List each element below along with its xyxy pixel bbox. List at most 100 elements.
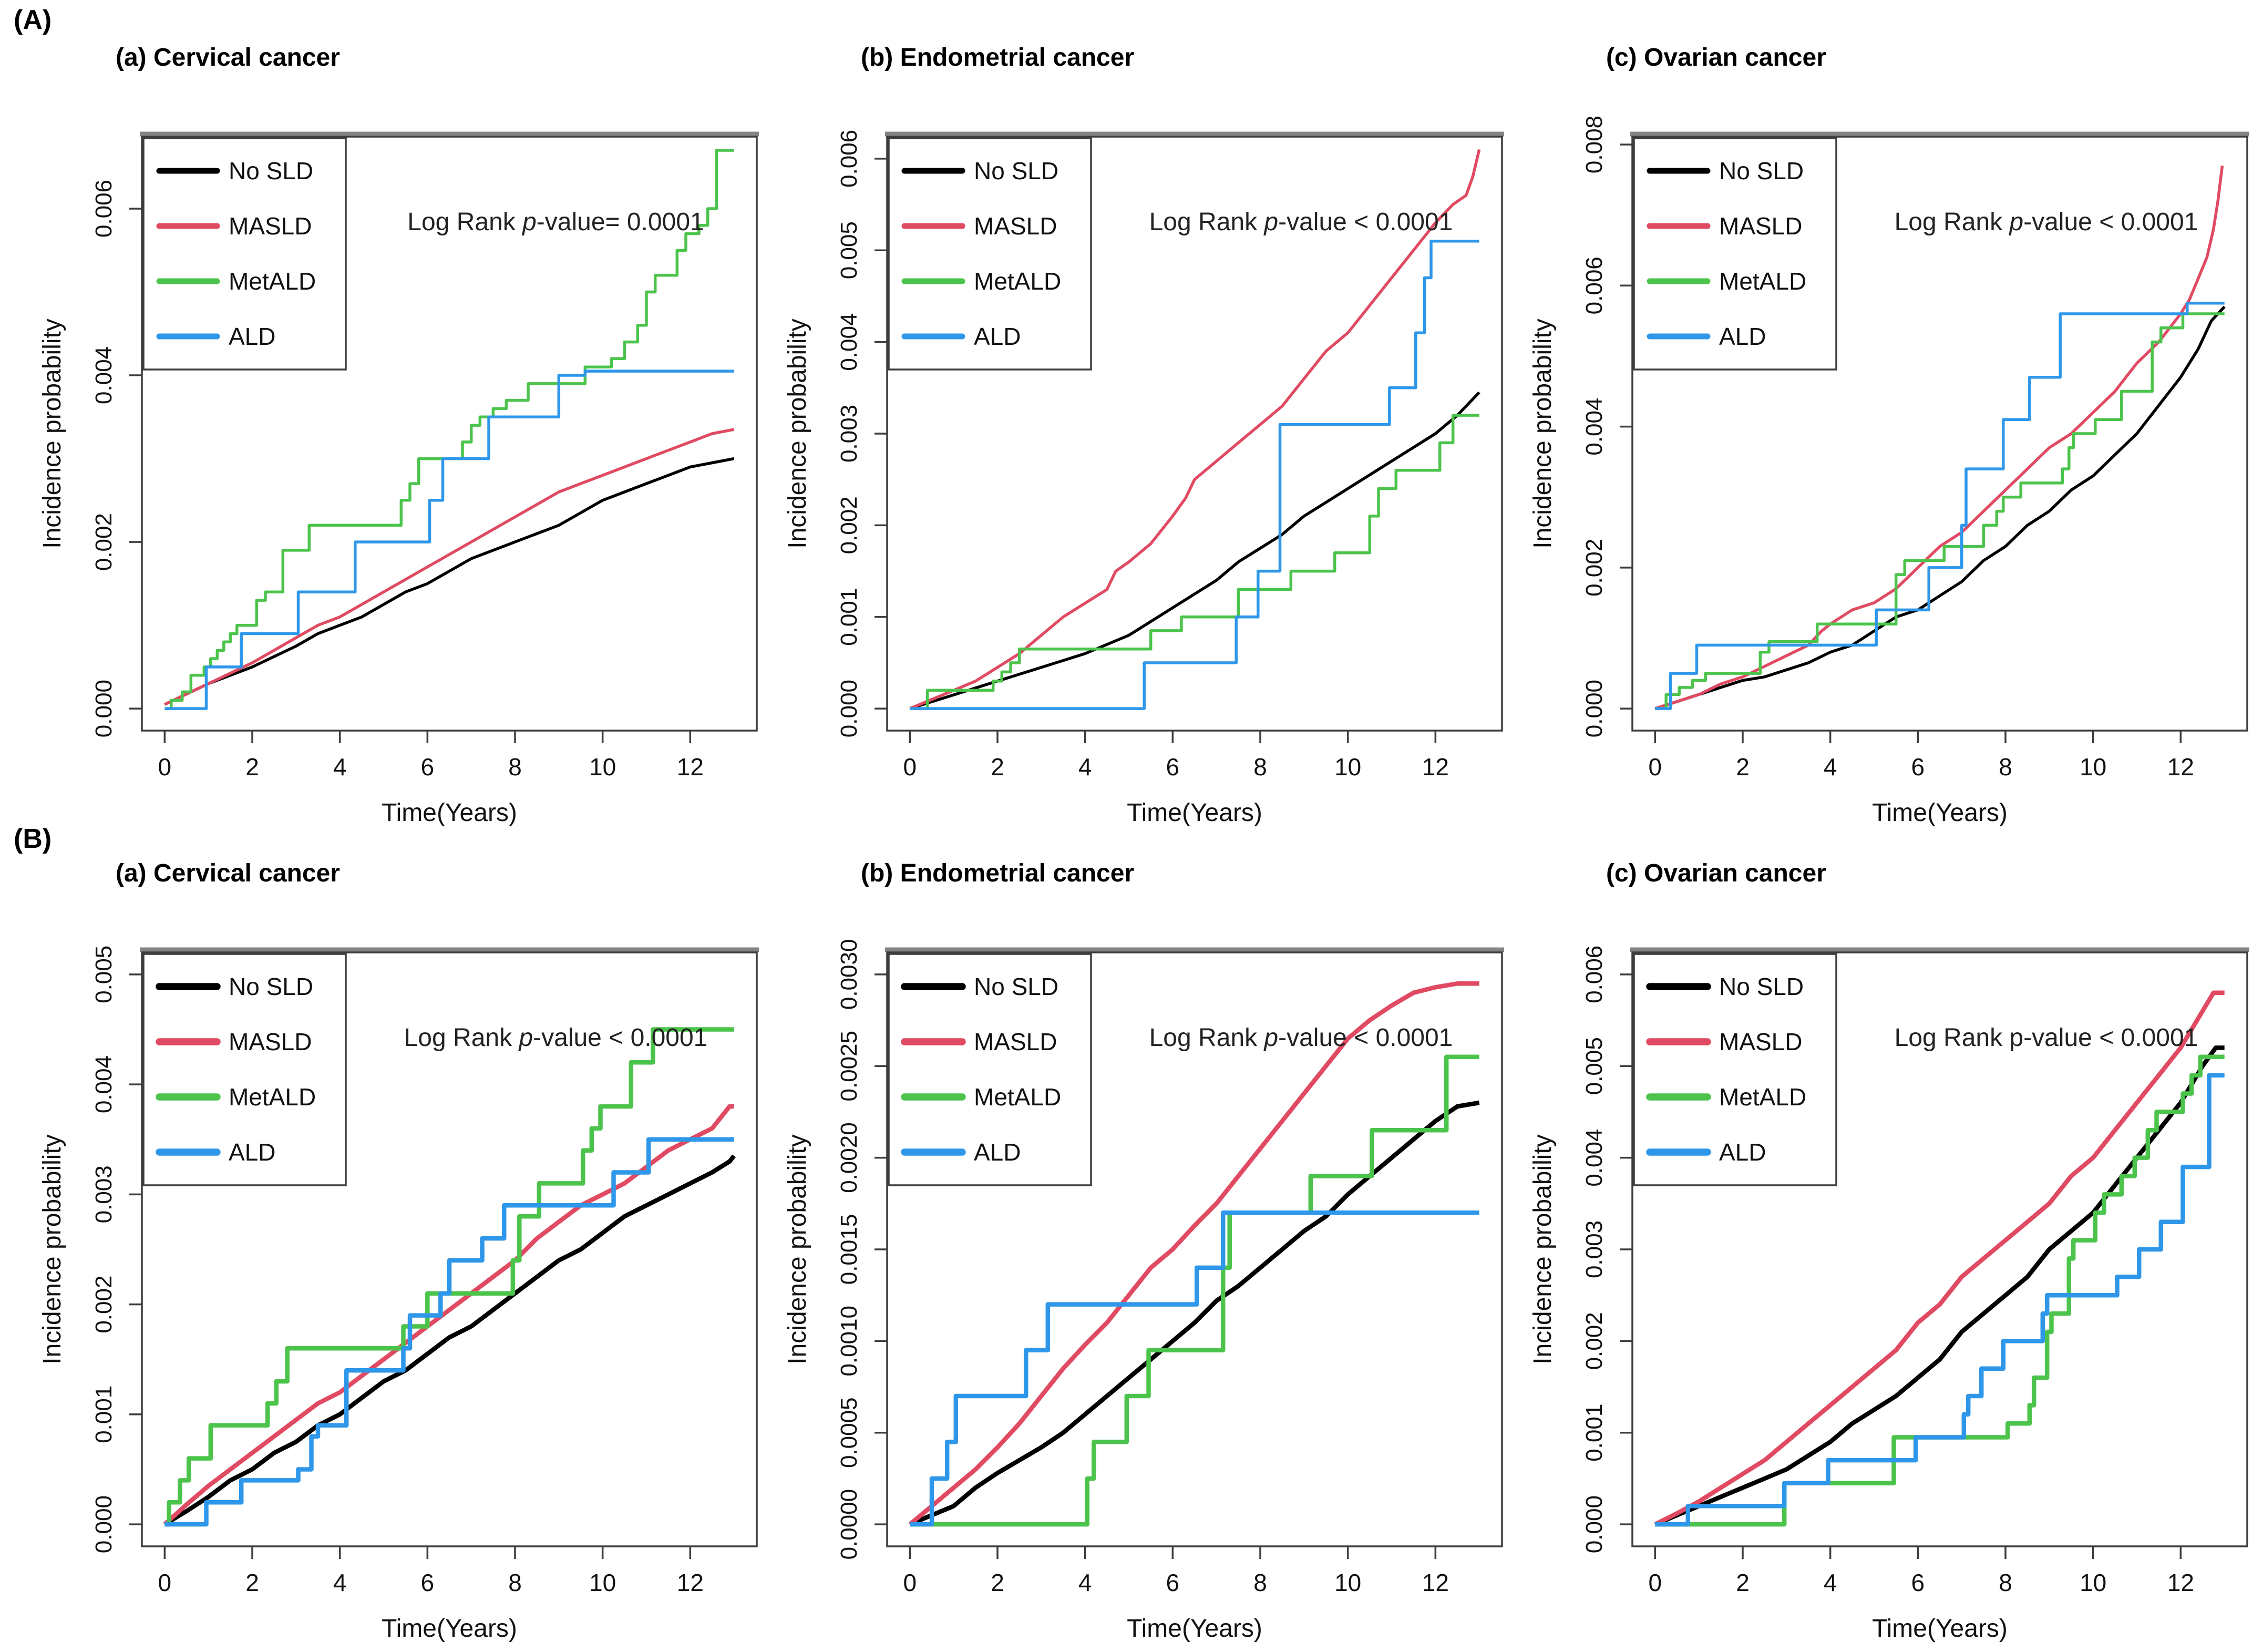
y-tick-label: 0.0000: [836, 1489, 862, 1560]
x-tick-label: 12: [677, 753, 704, 781]
y-tick-label: 0.000: [836, 680, 862, 737]
y-tick-label: 0.000: [1581, 680, 1607, 737]
series-line-masld: [164, 429, 734, 704]
legend: No SLDMASLDMetALDALD: [1634, 954, 1836, 1185]
legend-label-metald: MetALD: [1719, 1083, 1806, 1111]
y-tick-label: 0.001: [1581, 1404, 1607, 1462]
series-line-ald: [164, 1140, 734, 1524]
y-tick-label: 0.002: [1581, 539, 1607, 597]
x-tick-label: 10: [589, 1569, 616, 1596]
y-tick-label: 0.002: [91, 1276, 117, 1333]
x-tick-label: 8: [1999, 753, 2012, 781]
x-tick-label: 0: [1649, 1569, 1662, 1596]
y-tick-label: 0.004: [91, 1055, 117, 1113]
legend-label-ald: ALD: [1719, 323, 1766, 350]
y-tick-label: 0.002: [1581, 1312, 1607, 1370]
legend-label-no-sld: No SLD: [1719, 157, 1804, 184]
panel-title: (a) Cervical cancer: [116, 43, 340, 72]
y-axis-label: Incidence probability: [784, 319, 811, 549]
y-tick-label: 0.005: [1581, 1037, 1607, 1095]
series-line-ald: [164, 371, 734, 709]
x-tick-label: 0: [158, 1569, 172, 1596]
x-axis-label: Time(Years): [382, 799, 517, 827]
x-tick-label: 10: [589, 753, 616, 781]
x-tick-label: 10: [1334, 753, 1361, 781]
y-tick-label: 0.006: [91, 180, 117, 238]
x-tick-label: 2: [1736, 1569, 1750, 1596]
panel-a-endometrial: 024681012Time(Years)0.0000.0010.0020.003…: [774, 32, 1515, 830]
x-tick-label: 8: [508, 753, 522, 781]
y-tick-label: 0.0005: [836, 1397, 862, 1468]
y-axis-label: Incidence probability: [1529, 1134, 1557, 1364]
x-tick-label: 4: [333, 753, 347, 781]
legend-label-ald: ALD: [1719, 1138, 1766, 1166]
y-tick-label: 0.002: [836, 496, 862, 554]
series-line-no-sld: [910, 393, 1479, 709]
legend-label-masld: MASLD: [229, 1028, 312, 1055]
y-tick-label: 0.000: [1581, 1495, 1607, 1553]
x-tick-label: 6: [1911, 753, 1925, 781]
x-axis: 024681012: [1649, 1546, 2194, 1596]
x-tick-label: 4: [333, 1569, 347, 1596]
panel-b-ovarian: 024681012Time(Years)0.0000.0010.0020.003…: [1519, 847, 2260, 1646]
y-tick-label: 0.001: [836, 588, 862, 646]
x-tick-label: 8: [1999, 1569, 2012, 1596]
panel-a-ovarian: 024681012Time(Years)0.0000.0020.0040.006…: [1519, 32, 2260, 830]
x-tick-label: 6: [1166, 1569, 1180, 1596]
legend: No SLDMASLDMetALDALD: [889, 954, 1091, 1185]
y-axis: 0.0000.0020.0040.006: [91, 180, 142, 737]
legend-label-metald: MetALD: [974, 1083, 1061, 1111]
x-tick-label: 2: [991, 753, 1004, 781]
x-tick-label: 10: [2080, 1569, 2106, 1596]
x-tick-label: 0: [1649, 753, 1662, 781]
y-tick-label: 0.0015: [836, 1214, 862, 1285]
x-tick-label: 12: [2167, 1569, 2194, 1596]
legend-label-no-sld: No SLD: [229, 973, 313, 1000]
chart-a-ovarian-svg: 024681012Time(Years)0.0000.0020.0040.006…: [1519, 32, 2260, 830]
chart-b-endometrial-svg: 024681012Time(Years)0.00000.00050.00100.…: [774, 847, 1515, 1646]
logrank-annotation: Log Rank p-value < 0.0001: [1149, 208, 1453, 236]
legend-label-no-sld: No SLD: [1719, 973, 1804, 1000]
x-tick-label: 2: [1736, 753, 1750, 781]
x-tick-label: 8: [508, 1569, 522, 1596]
legend-label-no-sld: No SLD: [974, 157, 1058, 184]
legend: No SLDMASLDMetALDALD: [1634, 138, 1836, 370]
y-tick-label: 0.006: [1581, 946, 1607, 1003]
y-tick-label: 0.003: [1581, 1220, 1607, 1278]
x-tick-label: 2: [245, 1569, 259, 1596]
legend-label-metald: MetALD: [974, 268, 1061, 295]
x-tick-label: 0: [903, 753, 917, 781]
y-tick-label: 0.000: [91, 1495, 117, 1553]
y-axis: 0.00000.00050.00100.00150.00200.00250.00…: [836, 939, 887, 1560]
panel-b-endometrial: 024681012Time(Years)0.00000.00050.00100.…: [774, 847, 1515, 1646]
logrank-annotation: Log Rank p-value < 0.0001: [1895, 1024, 2198, 1052]
x-tick-label: 10: [1334, 1569, 1361, 1596]
x-tick-label: 4: [1824, 753, 1837, 781]
y-axis-label: Incidence probability: [38, 1134, 66, 1364]
x-tick-label: 6: [1911, 1569, 1925, 1596]
legend-label-masld: MASLD: [229, 212, 312, 240]
chart-b-cervical-svg: 024681012Time(Years)0.0000.0010.0020.003…: [29, 847, 770, 1646]
legend: No SLDMASLDMetALDALD: [143, 138, 346, 370]
x-axis: 024681012: [158, 1546, 704, 1596]
logrank-annotation: Log Rank p-value < 0.0001: [1149, 1024, 1453, 1052]
x-axis: 024681012: [903, 1546, 1449, 1596]
x-tick-label: 2: [991, 1569, 1004, 1596]
x-tick-label: 0: [903, 1569, 917, 1596]
x-tick-label: 12: [1422, 753, 1449, 781]
figure-canvas: (A) (B) 024681012Time(Years)0.0000.0020.…: [0, 0, 2263, 1652]
y-tick-label: 0.002: [91, 513, 117, 571]
legend-label-ald: ALD: [229, 1138, 275, 1166]
x-tick-label: 12: [677, 1569, 704, 1596]
logrank-annotation: Log Rank p-value < 0.0001: [1895, 208, 2198, 236]
x-axis-label: Time(Years): [1872, 799, 2008, 827]
panel-title: (c) Ovarian cancer: [1606, 859, 1826, 888]
x-axis: 024681012: [158, 731, 704, 781]
panel-title: (b) Endometrial cancer: [861, 859, 1134, 888]
x-axis: 024681012: [903, 731, 1449, 781]
chart-a-endometrial-svg: 024681012Time(Years)0.0000.0010.0020.003…: [774, 32, 1515, 830]
y-tick-label: 0.004: [836, 313, 862, 371]
x-tick-label: 4: [1078, 1569, 1092, 1596]
legend-label-metald: MetALD: [1719, 268, 1806, 295]
panel-a-cervical: 024681012Time(Years)0.0000.0020.0040.006…: [29, 32, 770, 830]
